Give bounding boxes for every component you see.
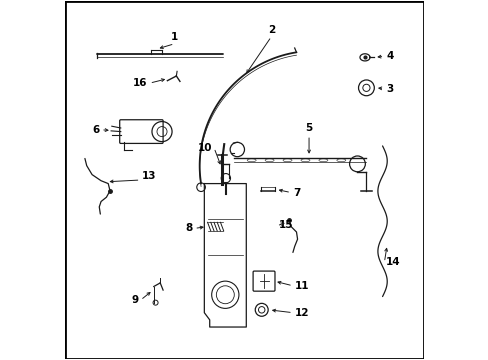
Text: 2: 2 xyxy=(267,25,274,35)
Text: 11: 11 xyxy=(294,281,308,291)
Text: 14: 14 xyxy=(386,257,400,267)
Text: 10: 10 xyxy=(197,143,212,153)
Text: 16: 16 xyxy=(133,78,147,88)
Text: 6: 6 xyxy=(92,125,99,135)
Text: 3: 3 xyxy=(386,84,393,94)
Text: 1: 1 xyxy=(171,32,178,42)
Text: 5: 5 xyxy=(305,123,312,134)
Text: 7: 7 xyxy=(292,188,300,198)
Text: 4: 4 xyxy=(386,51,393,61)
Text: 8: 8 xyxy=(185,224,192,233)
Text: 13: 13 xyxy=(142,171,157,181)
Text: 12: 12 xyxy=(294,308,308,318)
Text: 9: 9 xyxy=(131,295,139,305)
Text: 15: 15 xyxy=(278,220,292,230)
